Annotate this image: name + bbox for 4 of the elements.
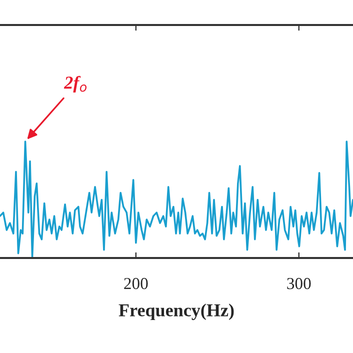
x-axis-title: Frequency(Hz)	[118, 304, 234, 320]
annotation: 2f$_{o}$	[64, 76, 87, 92]
x-tick-label: 200	[124, 278, 148, 290]
x-tick-label: 300	[287, 278, 311, 290]
